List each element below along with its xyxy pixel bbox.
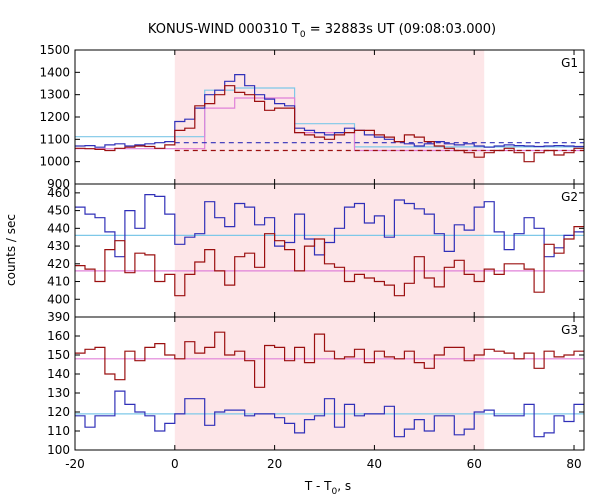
- y-tick-label: 410: [47, 275, 70, 289]
- y-tick-label: 390: [47, 310, 70, 324]
- y-tick-label: 1000: [39, 155, 70, 169]
- y-tick-label: 110: [47, 424, 70, 438]
- y-axis-label: counts / sec: [4, 214, 18, 286]
- panel-g3: 100 110 120 130 140 150 160 G3: [47, 316, 585, 457]
- panel-g2: 390 400 410 420 430 440 450 460 G2: [47, 183, 585, 324]
- x-tick-label: 40: [367, 457, 382, 471]
- series-red-g3: [75, 331, 584, 388]
- series-blue-g1: [75, 74, 584, 148]
- x-tick-label: 20: [267, 457, 282, 471]
- panel-g1: 900 1000 1100 1200 1300 1400 1500 G1: [39, 43, 585, 191]
- y-tick-label: 1300: [39, 88, 70, 102]
- x-tick-label: -20: [65, 457, 85, 471]
- x-tick-label: 0: [171, 457, 179, 471]
- y-tick-label: 1100: [39, 132, 70, 146]
- y-tick-label: 140: [47, 367, 70, 381]
- panels: 900100011001200130014001500G139040041042…: [39, 43, 585, 471]
- y-tick-label: 1500: [39, 43, 70, 57]
- y-tick-label: 160: [47, 329, 70, 343]
- y-tick-label: 150: [47, 348, 70, 362]
- y-tick-label: 460: [47, 186, 70, 200]
- x-tick-label: 80: [566, 457, 581, 471]
- y-tick-label: 100: [47, 443, 70, 457]
- shaded-interval: [174, 50, 485, 184]
- panel-frame: [74, 316, 585, 451]
- y-tick-label: 420: [47, 257, 70, 271]
- y-tick-label: 1200: [39, 110, 70, 124]
- panel-label: G3: [561, 323, 578, 337]
- shaded-interval: [174, 317, 485, 450]
- y-tick-label: 900: [47, 177, 70, 191]
- y-tick-label: 1400: [39, 65, 70, 79]
- y-tick-label: 400: [47, 292, 70, 306]
- x-tick-label: 60: [467, 457, 482, 471]
- chart-title: KONUS-WIND 000310 T0 = 32883s UT (09:08:…: [148, 22, 496, 40]
- y-tick-label: 430: [47, 239, 70, 253]
- panel-label: G1: [561, 56, 578, 70]
- panel-label: G2: [561, 190, 578, 204]
- y-tick-label: 130: [47, 386, 70, 400]
- y-tick-label: 120: [47, 405, 70, 419]
- x-axis-label: T - T0, s: [304, 479, 351, 497]
- series-blue-g2: [75, 194, 584, 258]
- series-blue-g3: [75, 390, 584, 438]
- series-red-g1: [75, 85, 584, 163]
- y-tick-label: 440: [47, 221, 70, 235]
- y-tick-label: 450: [47, 204, 70, 218]
- shaded-interval: [174, 184, 485, 317]
- series-red-g2: [75, 226, 584, 297]
